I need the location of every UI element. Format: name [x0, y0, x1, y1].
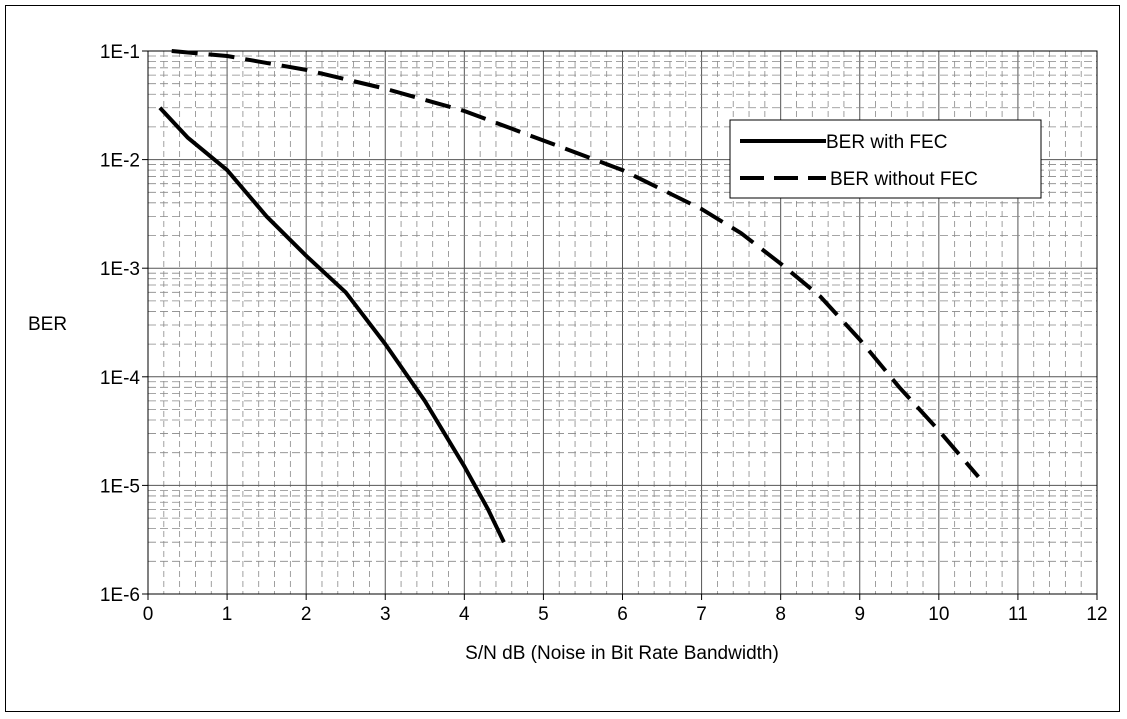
series-lines: [158, 49, 980, 544]
x-tick-label: 2: [301, 604, 312, 625]
x-axis-title: S/N dB (Noise in Bit Rate Bandwidth): [465, 643, 779, 664]
x-tick-label: 11: [1008, 604, 1028, 625]
y-tick-label: 1E-5: [100, 476, 140, 497]
x-tick-label: 4: [459, 604, 470, 625]
x-tick-labels: 0 1 2 3 4 5 6 7 8 9 10 11 12: [143, 594, 1108, 625]
legend-label-without-fec: BER without FEC: [830, 169, 978, 190]
x-tick-label: 12: [1086, 604, 1107, 625]
legend: BER with FEC BER without FEC: [729, 119, 1042, 199]
y-tick-labels: 1E-1 1E-2 1E-3 1E-4 1E-5 1E-6: [100, 42, 148, 606]
legend-box: [729, 119, 1042, 199]
y-tick-label: 1E-1: [100, 42, 140, 63]
y-tick-label: 1E-6: [100, 585, 140, 606]
series-line-with-fec: [158, 106, 506, 544]
x-tick-label: 0: [143, 604, 154, 625]
x-tick-label: 3: [380, 604, 391, 625]
y-axis-title: BER: [28, 314, 67, 335]
legend-label-with-fec: BER with FEC: [826, 132, 947, 153]
x-tick-label: 8: [775, 604, 786, 625]
x-tick-label: 10: [928, 604, 949, 625]
y-tick-label: 1E-3: [100, 259, 140, 280]
x-tick-label: 9: [854, 604, 865, 625]
y-tick-label: 1E-4: [100, 368, 141, 389]
x-tick-label: 1: [222, 604, 233, 625]
y-tick-label: 1E-2: [100, 151, 140, 172]
x-tick-label: 7: [696, 604, 707, 625]
x-tick-label: 6: [617, 604, 628, 625]
x-tick-label: 5: [538, 604, 549, 625]
series-line-without-fec: [171, 49, 980, 479]
